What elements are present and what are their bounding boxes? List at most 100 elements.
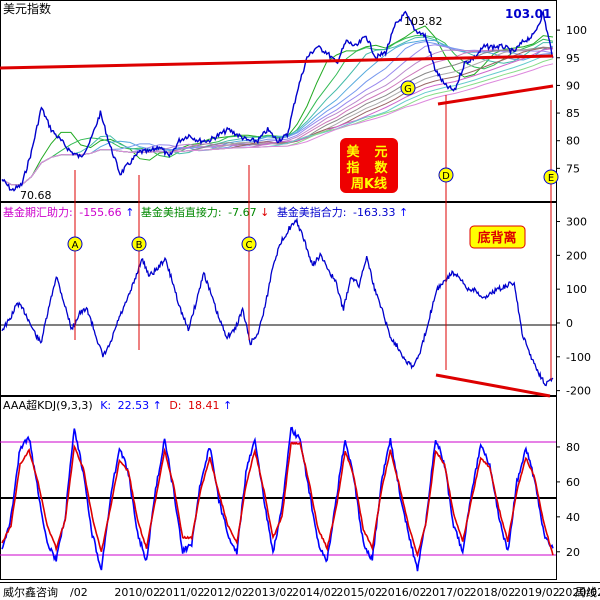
moving-average-line (1, 47, 554, 186)
x-tick-label: 2011/02 (159, 586, 205, 599)
divergence-tag: 底背离 (469, 225, 526, 249)
marker-g-label: G (404, 84, 412, 95)
legend-2-label: 基金美指直接力: (141, 205, 222, 219)
price-series (1, 9, 554, 192)
marker-g-circle (400, 80, 416, 96)
marker-e-circle (543, 169, 559, 185)
marker-d-label: D (442, 171, 450, 182)
kdj-series (1, 426, 554, 572)
x-tick-label: 2020/02 (558, 586, 600, 599)
y-tick-label: 200 (566, 249, 587, 262)
kdj-legend: AAA超KDJ(9,3,3) K: 22.53 ↑ D: 18.41 ↑ (3, 398, 232, 412)
kdj-d-arrow: ↑ (223, 399, 232, 412)
index-tag: 美 元 指 数 周K线 (340, 138, 398, 193)
marker-lines: A B C D E (67, 95, 559, 380)
legend-1-label: 基金期汇助力: (3, 205, 73, 219)
y-tick-label: 90 (566, 79, 580, 92)
footer-brand: 威尔鑫咨询 (3, 585, 58, 599)
legend-3-value: -163.33 (353, 206, 395, 219)
y-tick-label: 80 (566, 441, 580, 454)
moving-average-line (1, 47, 553, 186)
y-tick-label: 100 (566, 283, 587, 296)
legend-1-value: -155.66 (79, 206, 121, 219)
moving-average-line (1, 58, 554, 186)
marker-e-label: E (548, 173, 554, 184)
moving-average-line (1, 52, 554, 186)
index-tag-text-4: 数 (374, 160, 388, 176)
moving-average-fan (1, 25, 554, 186)
kdj-k-line (1, 426, 554, 572)
y-tick-label: 100 (566, 24, 587, 37)
marker-a-label: A (72, 240, 79, 251)
marker-c-label: C (246, 240, 253, 251)
price-panel-frame (0, 0, 557, 202)
y-tick-label: 75 (566, 162, 580, 175)
legend-2-arrow: ↓ (260, 206, 269, 219)
y-tick-label: 300 (566, 216, 587, 229)
price-line (1, 9, 554, 192)
legend-3-label: 基金美指合力: (277, 205, 347, 219)
x-tick-label: 2017/02 (425, 586, 471, 599)
kdj-panel-frame (0, 396, 557, 580)
oscillator-legend: 基金期汇助力: -155.66 ↑ 基金美指直接力: -7.67 ↓ 基金美指合… (3, 205, 408, 219)
x-tick-label: 2010/02 (114, 586, 160, 599)
support-line (437, 84, 554, 106)
marker-g: G (400, 80, 416, 96)
kdj-k-value: 22.53 (118, 399, 150, 412)
price-high-label: 103.82 (404, 15, 443, 28)
kdj-d-line (1, 441, 554, 558)
moving-average-line (1, 46, 554, 186)
marker-b-label: B (136, 240, 143, 251)
index-tag-box (340, 138, 398, 193)
footer-period: 周线 (575, 585, 597, 599)
moving-average-line (1, 46, 554, 186)
index-tag-text-3: 指 (346, 160, 359, 176)
x-tick-label: 2015/02 (336, 586, 382, 599)
x-tick-label: 2016/02 (381, 586, 427, 599)
y-tick-label: -100 (566, 351, 591, 364)
y-tick-label: 0 (566, 317, 573, 330)
kdj-d-label: D: (169, 399, 181, 412)
kdj-k-label: K: (100, 399, 111, 412)
x-tick-label: 2019/02 (514, 586, 560, 599)
marker-a-circle (67, 236, 83, 252)
x-tick-label: 2018/02 (470, 586, 516, 599)
x-tick-label: 2013/02 (248, 586, 294, 599)
y-tick-label: 40 (566, 511, 580, 524)
oscillator-series (1, 217, 554, 387)
kdj-y-axis: 20 40 60 80 (556, 441, 580, 559)
x-tick-label: 2014/02 (292, 586, 338, 599)
price-y-axis: 75 80 85 90 95 100 (556, 24, 587, 175)
resistance-line (0, 54, 554, 70)
y-tick-label: 95 (566, 52, 580, 65)
oscillator-line (1, 217, 554, 387)
oscillator-panel-frame (0, 202, 557, 396)
price-chart-title: 美元指数 (3, 1, 51, 16)
kdj-k-arrow: ↑ (153, 399, 162, 412)
kdj-title: AAA超KDJ(9,3,3) (3, 398, 93, 412)
legend-2-value: -7.67 (228, 206, 256, 219)
moving-average-line (1, 25, 554, 186)
price-last-label: 103.01 (505, 7, 551, 21)
legend-3-arrow: ↑ (399, 206, 408, 219)
moving-average-line (1, 48, 554, 186)
y-tick-label: 80 (566, 135, 580, 148)
marker-b-circle (131, 236, 147, 252)
kdj-d-value: 18.41 (188, 399, 220, 412)
y-tick-label: -200 (566, 385, 591, 398)
y-tick-label: 60 (566, 476, 580, 489)
divergence-tag-box (469, 225, 526, 249)
moving-average-line (1, 47, 554, 186)
price-low-label: 70.68 (20, 189, 52, 202)
moving-average-line (1, 63, 554, 186)
moving-average-line (1, 39, 554, 186)
x-tick-label: 2012/02 (203, 586, 249, 599)
y-tick-label: 85 (566, 107, 580, 120)
x-tick-label: /02 (70, 586, 88, 599)
legend-1-arrow: ↑ (125, 206, 134, 219)
index-tag-text-1: 美 (346, 144, 360, 160)
index-tag-text-5: 周K线 (351, 176, 387, 192)
divergence-line (435, 373, 551, 398)
y-tick-label: 20 (566, 546, 580, 559)
index-tag-text-2: 元 (374, 145, 387, 160)
